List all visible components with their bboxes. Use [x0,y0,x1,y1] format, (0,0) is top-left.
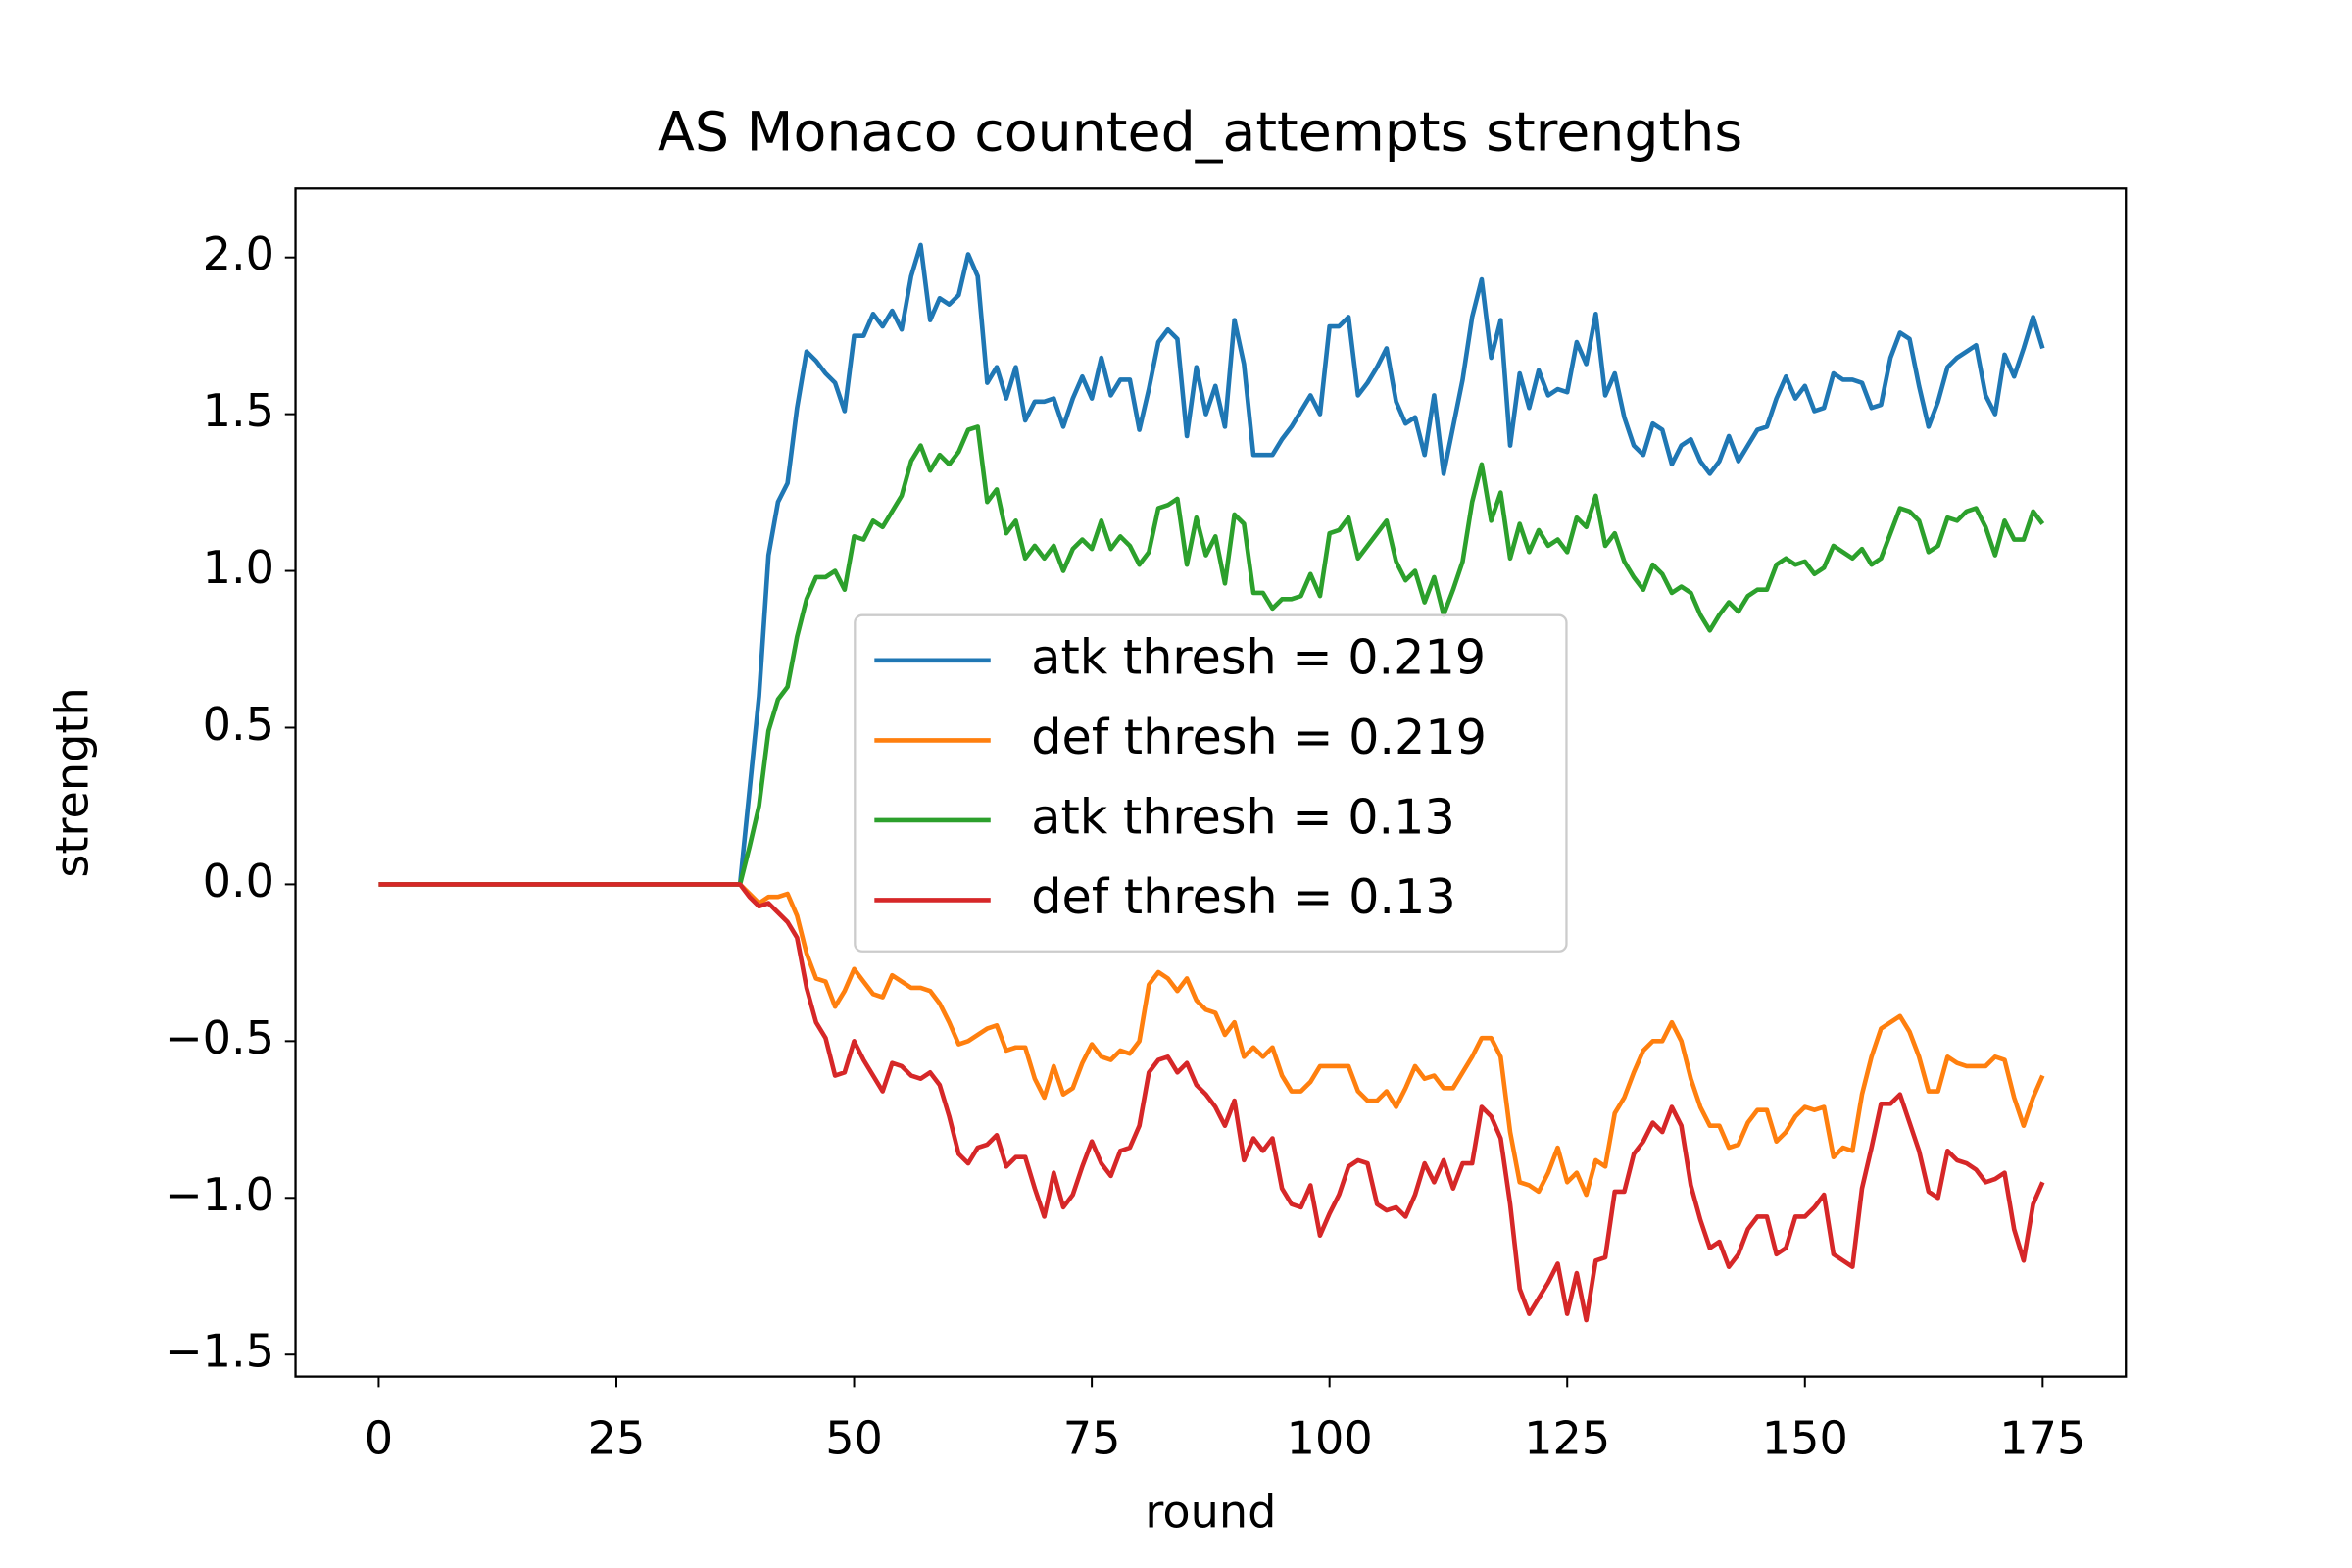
y-tick-label: −1.0 [165,1168,274,1221]
x-tick-label: 125 [1524,1411,1610,1464]
x-tick-label: 75 [1063,1411,1121,1464]
x-tick-label: 50 [825,1411,883,1464]
y-tick-label: 1.5 [203,384,274,437]
y-tick-label: −1.5 [165,1325,274,1378]
legend-label: atk thresh = 0.13 [1031,788,1455,845]
legend-box [854,613,1568,953]
y-tick-label: 0.0 [203,855,274,907]
x-axis-label: round [1145,1486,1276,1539]
x-tick-label: 100 [1287,1411,1373,1464]
legend-label: atk thresh = 0.219 [1031,628,1486,685]
x-tick-label: 0 [365,1411,393,1464]
series-line [378,882,2045,1323]
x-tick-label: 175 [1999,1411,2085,1464]
y-tick-label: 1.0 [203,541,274,594]
y-tick-label: 2.0 [203,227,274,280]
x-tick-label: 25 [588,1411,646,1464]
x-tick-label: 150 [1762,1411,1848,1464]
chart-title: AS Monaco counted_attempts strengths [658,102,1742,165]
legend-label: def thresh = 0.219 [1031,709,1487,765]
y-axis-label: strength [45,687,98,877]
plot-frame [294,187,2128,1378]
y-tick-label: 0.5 [203,698,274,751]
legend-label: def thresh = 0.13 [1031,868,1455,925]
y-tick-label: −0.5 [165,1011,274,1064]
